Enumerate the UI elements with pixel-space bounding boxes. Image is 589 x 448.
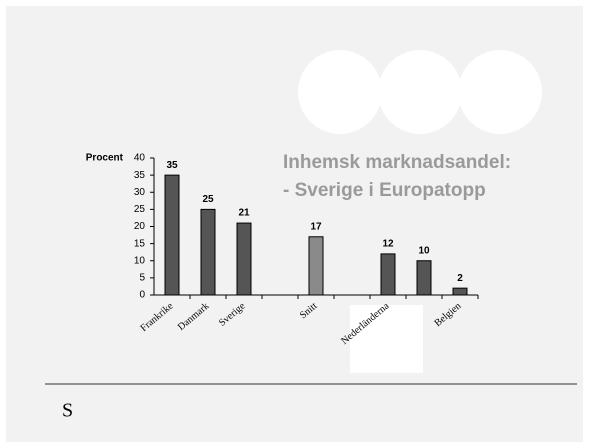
- bar: [164, 174, 180, 296]
- y-tick-label: 30: [134, 187, 146, 198]
- y-axis-label: Procent: [86, 153, 124, 164]
- y-tick-label: 10: [134, 255, 146, 266]
- decor-circle: [298, 50, 382, 134]
- y-tick-label: 5: [139, 273, 145, 284]
- data-label: 17: [310, 221, 322, 232]
- data-label: 2: [457, 273, 463, 284]
- data-label: 35: [166, 160, 178, 171]
- y-tick-label: 20: [134, 221, 146, 232]
- y-tick-label: 15: [134, 238, 146, 249]
- data-label: 12: [382, 239, 394, 250]
- data-label: 21: [238, 208, 250, 219]
- bar: [416, 260, 432, 296]
- bar: [200, 208, 216, 296]
- heading: Inhemsk marknadsandel:: [283, 152, 511, 173]
- label-box: [350, 305, 423, 373]
- decor-circle: [458, 50, 542, 134]
- data-label: 10: [418, 245, 430, 256]
- y-tick-label: 25: [134, 204, 146, 215]
- y-tick-label: 40: [134, 153, 146, 164]
- y-tick-label: 0: [139, 290, 145, 301]
- data-label: 25: [202, 194, 214, 205]
- subheading: - Sverige i Europatopp: [283, 180, 486, 201]
- decor-circle: [378, 50, 462, 134]
- bar: [308, 236, 324, 296]
- bar: [380, 253, 396, 296]
- y-tick-label: 35: [134, 170, 146, 181]
- bar: [452, 287, 468, 296]
- bar: [236, 222, 252, 296]
- footer-text: S: [62, 400, 73, 422]
